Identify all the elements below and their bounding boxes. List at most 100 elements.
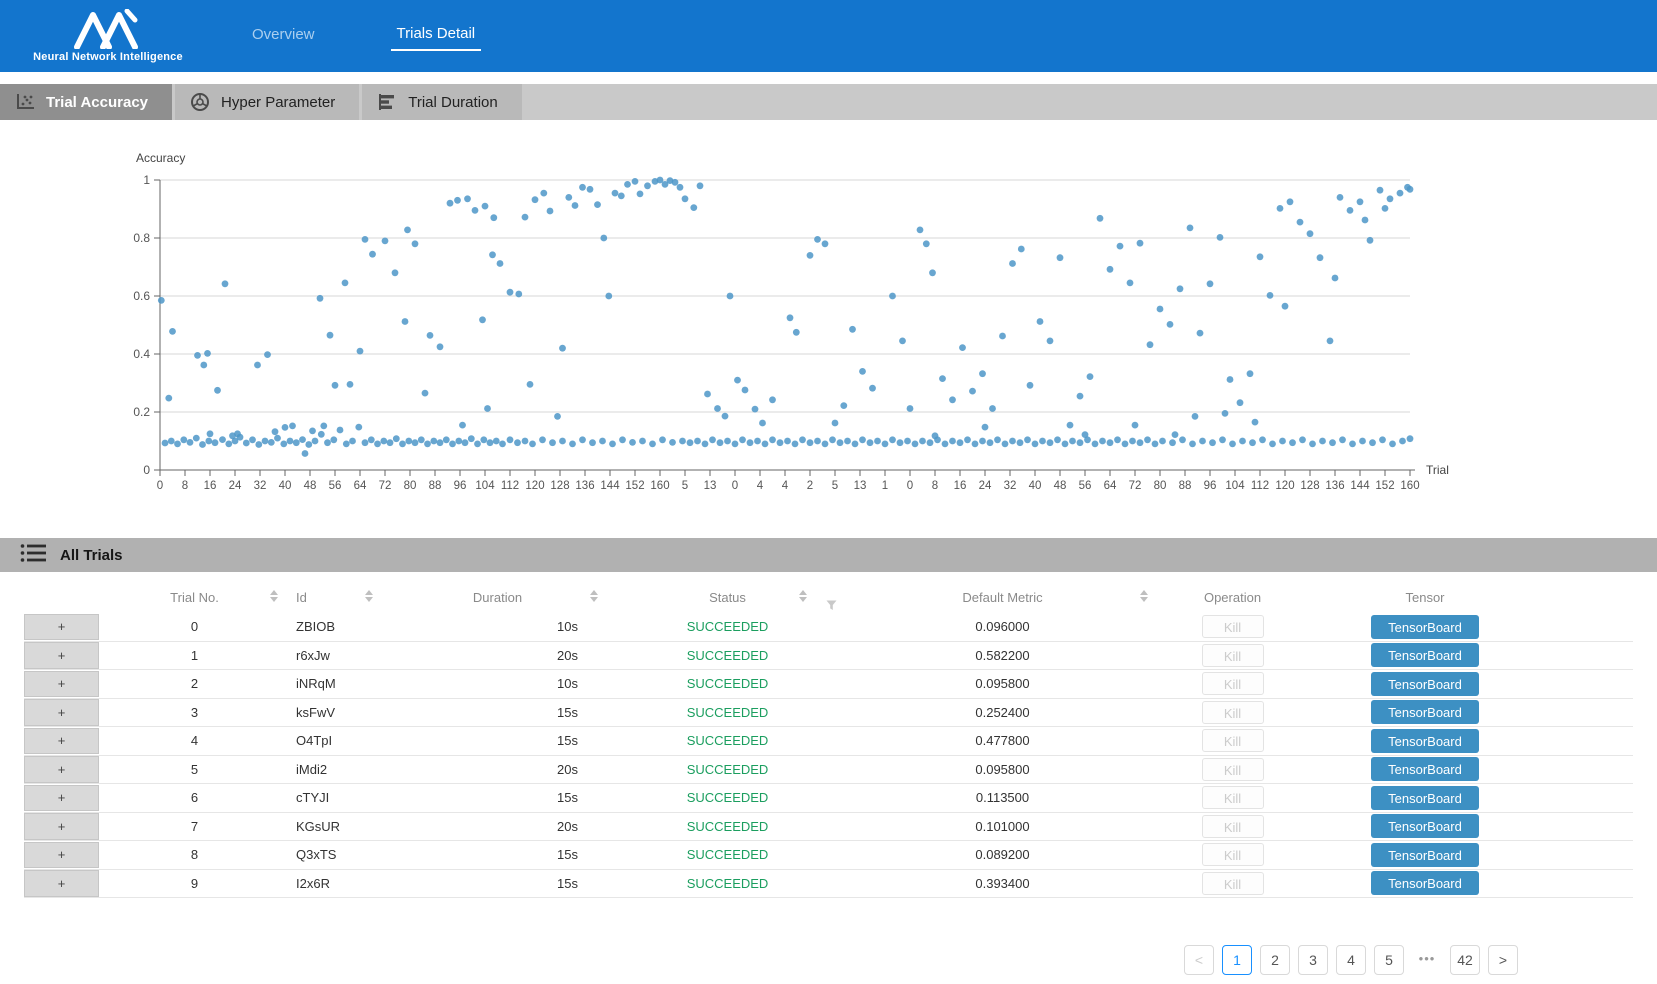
row-expander-button[interactable]: + bbox=[24, 699, 99, 726]
data-point bbox=[515, 291, 522, 298]
row-expander-button[interactable]: + bbox=[24, 870, 99, 897]
data-point bbox=[882, 441, 889, 448]
tab-hyper-parameter[interactable]: Hyper Parameter bbox=[175, 84, 359, 120]
data-point bbox=[1399, 438, 1406, 445]
svg-text:112: 112 bbox=[1251, 480, 1269, 492]
data-point bbox=[732, 441, 739, 448]
kill-button[interactable]: Kill bbox=[1202, 786, 1264, 809]
row-expander-button[interactable]: + bbox=[24, 756, 99, 783]
tensor-cell: TensorBoard bbox=[1305, 700, 1545, 724]
svg-text:40: 40 bbox=[1029, 480, 1042, 492]
page-button-3[interactable]: 3 bbox=[1298, 945, 1328, 975]
row-expander-button[interactable]: + bbox=[24, 785, 99, 812]
sort-status[interactable] bbox=[799, 590, 807, 602]
data-point bbox=[649, 441, 656, 448]
tensorboard-button[interactable]: TensorBoard bbox=[1371, 757, 1479, 781]
data-point bbox=[418, 436, 425, 443]
row-expander-button[interactable]: + bbox=[24, 614, 99, 641]
svg-text:104: 104 bbox=[1225, 480, 1245, 492]
data-point bbox=[399, 441, 406, 448]
tensorboard-button[interactable]: TensorBoard bbox=[1371, 871, 1479, 895]
tensorboard-button[interactable]: TensorBoard bbox=[1371, 615, 1479, 639]
header-label: Trial No. bbox=[170, 590, 219, 605]
header-label: Duration bbox=[473, 590, 522, 605]
data-point bbox=[777, 439, 784, 446]
data-point bbox=[1227, 376, 1234, 383]
sort-duration[interactable] bbox=[590, 590, 598, 602]
svg-text:80: 80 bbox=[1154, 480, 1167, 492]
kill-button[interactable]: Kill bbox=[1202, 729, 1264, 752]
row-expander-button[interactable]: + bbox=[24, 728, 99, 755]
filter-status-icon[interactable] bbox=[826, 592, 837, 622]
tensorboard-button[interactable]: TensorBoard bbox=[1371, 700, 1479, 724]
data-point bbox=[219, 436, 226, 443]
data-point bbox=[889, 293, 896, 300]
row-expander-button[interactable]: + bbox=[24, 671, 99, 698]
data-point bbox=[927, 439, 934, 446]
tensorboard-button[interactable]: TensorBoard bbox=[1371, 814, 1479, 838]
page-button-5[interactable]: 5 bbox=[1374, 945, 1404, 975]
page-prev-button[interactable]: < bbox=[1184, 945, 1214, 975]
row-expander-button[interactable]: + bbox=[24, 813, 99, 840]
data-point bbox=[427, 332, 434, 339]
data-point bbox=[362, 439, 369, 446]
kill-button[interactable]: Kill bbox=[1202, 615, 1264, 638]
data-point bbox=[727, 293, 734, 300]
page-button-1[interactable]: 1 bbox=[1222, 945, 1252, 975]
trial-no-cell: 7 bbox=[99, 819, 290, 834]
kill-button[interactable]: Kill bbox=[1202, 644, 1264, 667]
header-expander-col bbox=[24, 583, 99, 613]
tab-trials-detail[interactable]: Trials Detail bbox=[391, 21, 482, 51]
data-point bbox=[702, 441, 709, 448]
sort-trial-no[interactable] bbox=[270, 590, 278, 602]
row-expander-button[interactable]: + bbox=[24, 642, 99, 669]
tensorboard-button[interactable]: TensorBoard bbox=[1371, 643, 1479, 667]
data-point bbox=[412, 240, 419, 247]
data-point bbox=[1039, 438, 1046, 445]
data-point bbox=[382, 238, 389, 245]
tensorboard-button[interactable]: TensorBoard bbox=[1371, 672, 1479, 696]
status-cell: SUCCEEDED bbox=[610, 619, 845, 634]
data-point bbox=[923, 240, 930, 247]
tensorboard-button[interactable]: TensorBoard bbox=[1371, 786, 1479, 810]
sort-id[interactable] bbox=[365, 590, 373, 602]
tensorboard-button[interactable]: TensorBoard bbox=[1371, 843, 1479, 867]
row-expander-button[interactable]: + bbox=[24, 842, 99, 869]
page-button-4[interactable]: 4 bbox=[1336, 945, 1366, 975]
kill-button[interactable]: Kill bbox=[1202, 815, 1264, 838]
page-button-2[interactable]: 2 bbox=[1260, 945, 1290, 975]
kill-button[interactable]: Kill bbox=[1202, 872, 1264, 895]
data-point bbox=[222, 280, 229, 287]
data-point bbox=[527, 381, 534, 388]
data-point bbox=[547, 208, 554, 215]
data-point bbox=[387, 439, 394, 446]
data-point bbox=[1097, 215, 1104, 222]
tab-trial-accuracy[interactable]: Trial Accuracy bbox=[0, 84, 172, 120]
tensorboard-button[interactable]: TensorBoard bbox=[1371, 729, 1479, 753]
data-point bbox=[187, 439, 194, 446]
data-point bbox=[268, 439, 275, 446]
tab-overview[interactable]: Overview bbox=[246, 22, 321, 50]
page-button-42[interactable]: 42 bbox=[1450, 945, 1480, 975]
data-point bbox=[207, 430, 214, 437]
data-point bbox=[814, 438, 821, 445]
kill-button[interactable]: Kill bbox=[1202, 701, 1264, 724]
data-point bbox=[158, 297, 165, 304]
page-next-button[interactable]: > bbox=[1488, 945, 1518, 975]
data-point bbox=[302, 450, 309, 457]
data-point bbox=[907, 405, 914, 412]
data-point bbox=[443, 436, 450, 443]
trial-no-cell: 0 bbox=[99, 619, 290, 634]
kill-button[interactable]: Kill bbox=[1202, 843, 1264, 866]
page-ellipsis[interactable]: ••• bbox=[1412, 945, 1442, 975]
svg-text:72: 72 bbox=[379, 480, 392, 492]
sort-default-metric[interactable] bbox=[1140, 590, 1148, 602]
svg-text:16: 16 bbox=[954, 480, 967, 492]
kill-button[interactable]: Kill bbox=[1202, 672, 1264, 695]
duration-cell: 15s bbox=[385, 705, 610, 720]
kill-button[interactable]: Kill bbox=[1202, 758, 1264, 781]
nni-logo-icon bbox=[69, 9, 147, 49]
tab-trial-duration[interactable]: Trial Duration bbox=[362, 84, 521, 120]
operation-cell: Kill bbox=[1160, 644, 1305, 667]
data-point bbox=[942, 441, 949, 448]
